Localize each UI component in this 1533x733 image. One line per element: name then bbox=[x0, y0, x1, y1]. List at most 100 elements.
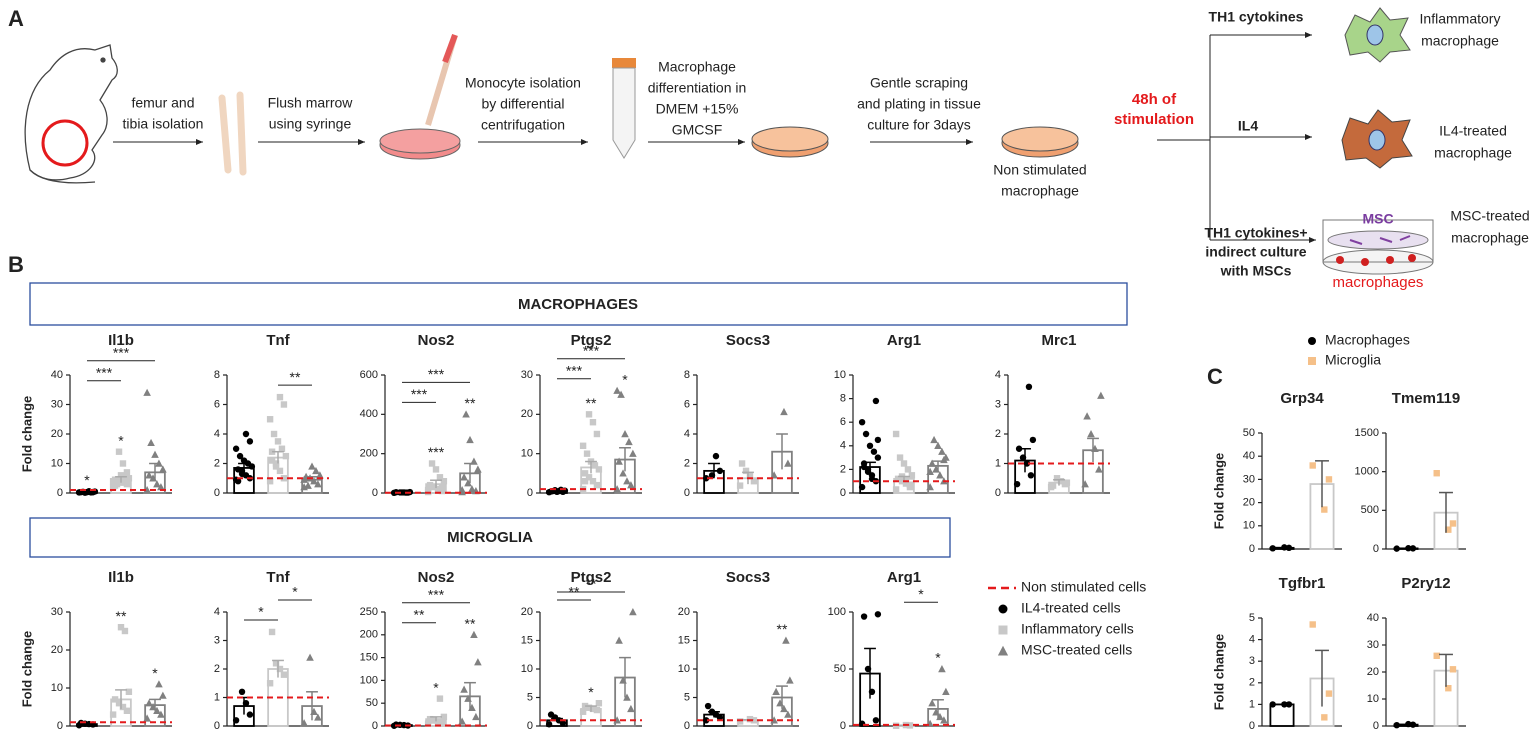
data-point bbox=[434, 718, 442, 725]
significance: * bbox=[935, 650, 941, 666]
y-tick-label: 10 bbox=[1243, 520, 1255, 532]
data-point bbox=[892, 430, 900, 438]
data-point bbox=[119, 703, 127, 711]
y-tick-label: 20 bbox=[51, 428, 63, 440]
data-point bbox=[894, 475, 902, 483]
y-tick-label: 2 bbox=[1249, 677, 1255, 689]
chart-title: Grp34 bbox=[1280, 390, 1324, 407]
y-tick-label: 0 bbox=[57, 720, 63, 732]
legend-label: IL4-treated cells bbox=[1021, 600, 1121, 616]
data-point bbox=[581, 470, 589, 477]
y-axis-label: Fold change bbox=[19, 631, 34, 708]
arrows bbox=[113, 32, 1316, 243]
data-point bbox=[874, 436, 882, 444]
chart: Socs3 0 5 10 15 20 ** bbox=[678, 569, 799, 732]
y-tick-label: 150 bbox=[360, 652, 378, 664]
legend-label: Microglia bbox=[1325, 352, 1381, 368]
data-point bbox=[151, 450, 159, 458]
data-point bbox=[460, 685, 468, 693]
y-tick-label: 20 bbox=[51, 644, 63, 656]
data-point bbox=[117, 472, 125, 479]
significance: *** bbox=[583, 342, 600, 358]
y-tick-label: 10 bbox=[521, 663, 533, 675]
cell-inflammatory bbox=[1344, 7, 1411, 63]
y-axis-label: Fold change bbox=[1211, 453, 1226, 530]
data-point bbox=[276, 393, 284, 401]
data-point bbox=[159, 465, 167, 473]
data-point bbox=[736, 718, 744, 725]
data-point bbox=[119, 460, 127, 467]
y-tick-label: 50 bbox=[834, 663, 846, 675]
data-point bbox=[928, 699, 936, 707]
data-point bbox=[234, 466, 242, 473]
data-point bbox=[860, 613, 868, 620]
data-point bbox=[470, 630, 478, 638]
significance: * bbox=[588, 684, 594, 700]
chart: Arg1 0 2 4 6 8 10 bbox=[834, 332, 955, 499]
data-point bbox=[115, 448, 123, 455]
y-tick-label: 30 bbox=[521, 369, 533, 381]
y-tick-label: 8 bbox=[840, 393, 846, 405]
data-point bbox=[1445, 526, 1452, 533]
y-tick-label: 2 bbox=[684, 457, 690, 469]
data-point bbox=[278, 445, 286, 452]
step-label: and plating in tissue bbox=[857, 96, 981, 112]
data-point bbox=[866, 442, 874, 449]
y-tick-label: 30 bbox=[1367, 639, 1379, 651]
data-point bbox=[125, 475, 133, 482]
significance: *** bbox=[566, 362, 583, 378]
data-point bbox=[936, 712, 944, 721]
data-point bbox=[585, 474, 593, 481]
data-point bbox=[440, 713, 448, 721]
macrophages-label: macrophages bbox=[1333, 274, 1424, 291]
y-tick-label: 4 bbox=[840, 440, 846, 452]
legend-marker bbox=[998, 604, 1008, 614]
y-tick-label: 600 bbox=[360, 369, 378, 381]
data-point bbox=[117, 624, 125, 631]
y-tick-label: 1 bbox=[1249, 698, 1255, 710]
data-point bbox=[280, 401, 288, 408]
significance: * bbox=[622, 371, 628, 387]
data-point bbox=[579, 442, 587, 449]
result-label: MSC-treated bbox=[1450, 208, 1529, 224]
y-tick-label: 0 bbox=[995, 487, 1001, 499]
significance: ** bbox=[465, 395, 476, 411]
y-tick-label: 0 bbox=[372, 487, 378, 499]
y-tick-label: 0 bbox=[684, 720, 690, 732]
data-point bbox=[627, 704, 635, 713]
data-point bbox=[1053, 475, 1061, 482]
data-point bbox=[874, 611, 882, 618]
y-tick-label: 4 bbox=[214, 428, 220, 440]
data-point bbox=[109, 711, 117, 718]
y-tick-label: 50 bbox=[1243, 427, 1255, 439]
data-point bbox=[430, 483, 438, 491]
data-point bbox=[938, 447, 946, 455]
data-point bbox=[246, 711, 254, 718]
chart-title: Arg1 bbox=[887, 332, 921, 349]
chart-title: Tmem119 bbox=[1392, 390, 1460, 407]
data-point bbox=[266, 680, 274, 687]
data-point bbox=[619, 469, 627, 477]
data-point bbox=[736, 482, 744, 489]
y-tick-label: 10 bbox=[51, 457, 63, 469]
data-point bbox=[782, 636, 790, 644]
data-point bbox=[900, 460, 908, 467]
data-point bbox=[462, 410, 470, 418]
chart-title: Il1b bbox=[108, 569, 134, 586]
significance: ** bbox=[116, 608, 127, 624]
data-point bbox=[153, 480, 161, 488]
data-point bbox=[780, 704, 788, 713]
data-point bbox=[716, 467, 724, 475]
y-tick-label: 30 bbox=[51, 606, 63, 618]
data-point bbox=[159, 691, 167, 699]
chart-title: Nos2 bbox=[418, 569, 455, 586]
data-point bbox=[1309, 621, 1316, 628]
y-tick-label: 0 bbox=[372, 720, 378, 732]
data-point bbox=[780, 407, 788, 416]
y-tick-label: 0 bbox=[1249, 720, 1255, 732]
data-point bbox=[940, 716, 948, 724]
